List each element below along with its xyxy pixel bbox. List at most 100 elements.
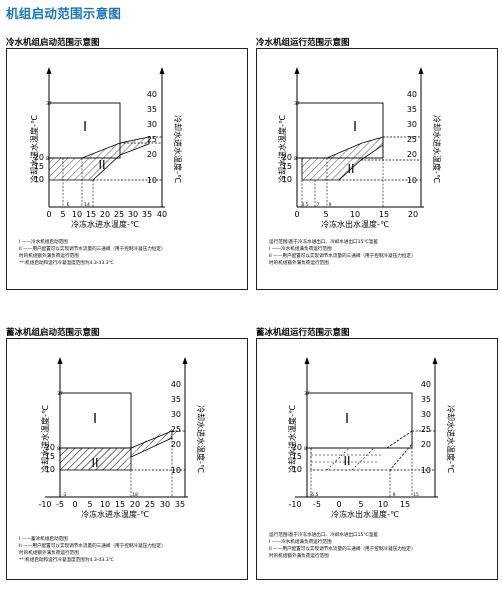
y-right-tick: 25 (147, 135, 157, 144)
diagram-panel: I II 10 15 20 8 37 冷却水进水温度-℃ 10 20 25 30… (256, 338, 498, 580)
x-tick: 5 (358, 500, 363, 509)
y-axis-label: 冷却水进水温度-℃ (277, 115, 287, 183)
y-left-tick: 20 (292, 443, 302, 452)
y-right-tick: 25 (421, 425, 431, 434)
y-right-tick: 30 (421, 410, 431, 419)
y-left-minor: 37 (304, 391, 310, 397)
x-tick: 0 (294, 210, 299, 219)
x-minor: 18 (132, 492, 138, 498)
note-line: 运行范围I基于冷冻水进出口、冷却水进出口15℃温差 (269, 240, 378, 245)
x-tick: 40 (157, 210, 167, 219)
note-line: II ——用户配置可以实现调节水流量的三通阀（用于控制冷凝压力恒定） (19, 247, 166, 252)
y-left-tick: 20 (34, 153, 44, 162)
x-tick: 35 (175, 500, 185, 509)
note-line: II ——用户配置可以实现调节水流量的三通阀（用于控制冷凝压力恒定） (19, 544, 166, 549)
y-right-tick: 20 (171, 440, 181, 449)
x-tick: 35 (142, 210, 152, 219)
y-axis-label: 冷却水进水温度-℃ (287, 405, 297, 473)
y-left-tick: 10 (45, 465, 55, 474)
x-tick: 25 (114, 210, 124, 219)
y-right-tick: 35 (421, 395, 431, 404)
y-left-tick: 10 (34, 175, 44, 184)
y-left-minor: 37 (294, 101, 300, 107)
x-tick: 30 (160, 500, 170, 509)
x-minor: 4.5 (301, 202, 308, 208)
y-axis-label: 冷却水进水温度-℃ (29, 115, 39, 183)
region-II-label: II (343, 454, 350, 468)
region-II-area (48, 136, 150, 181)
x-axis-label: 冷冻水进水温度-℃ (71, 219, 139, 229)
y-right-tick: 30 (171, 410, 181, 419)
diagram-panel: I II 10 15 20 8 37 冷却水进水温度-℃ 10 20 25 30… (256, 48, 498, 290)
x-minor: 15 (413, 492, 419, 498)
y-right-tick: 20 (421, 440, 431, 449)
x-minor: -6.5 (310, 492, 319, 498)
y-left-minor: 8 (57, 446, 60, 452)
x-axis-label: 冷冻水出水温度-℃ (321, 219, 389, 229)
x-tick: 10 (72, 210, 82, 219)
note-line: 运行范围I基于冷冻水进出口、冷却水进出口15℃温差 (269, 533, 378, 538)
x-axis-label: 冷冻水出水温度-℃ (331, 509, 399, 519)
region-I-label: I (345, 412, 349, 427)
note-line: I ——冷水机组满负荷运行范围 (269, 247, 332, 252)
x-tick: -5 (313, 500, 321, 509)
y-right-tick: 40 (407, 90, 417, 99)
note-line: I ——冷水机组满负荷运行范围 (269, 540, 332, 545)
note-line: 时的机组额外满负荷运行范围 (269, 261, 329, 266)
x-tick: -10 (38, 500, 51, 509)
x-tick: 20 (100, 210, 110, 219)
y-left-tick: 20 (282, 153, 292, 162)
y-right-tick: 35 (147, 105, 157, 114)
x-minor: 7 (317, 202, 320, 208)
note-line: 时的机组额外满负荷运行范围 (269, 554, 329, 559)
y-right-tick: 10 (171, 466, 181, 475)
diagram-svg: I II 10 15 20 8 37 冷却水进水温度-℃ 10 20 25 30… (277, 67, 442, 229)
x-tick: 0 (72, 500, 77, 509)
y-left-minor: 8 (304, 446, 307, 452)
diagram-notes: I ——蓄冰机组启动范围 II ——用户配置可以实现调节水流量的三通阀（用于控制… (19, 536, 166, 564)
diagram-notes: 运行范围I基于冷冻水进出口、冷却水进出口15℃温差 I ——冷水机组满负荷运行范… (269, 239, 416, 267)
diagram-notes: 运行范围I基于冷冻水进出口、冷却水进出口15℃温差 I ——冷水机组满负荷运行范… (269, 532, 416, 560)
region-II-label: II (98, 158, 105, 172)
y-right-tick: 40 (147, 90, 157, 99)
y-right-tick: 25 (407, 135, 417, 144)
panel-title: 蓄冰机组运行范围示意图 (256, 328, 350, 338)
x-tick: 15 (379, 210, 389, 219)
region-I-label: I (353, 120, 357, 135)
y-right-tick: 30 (147, 120, 157, 129)
x-tick: 15 (115, 500, 125, 509)
x-tick: 15 (86, 210, 96, 219)
region-I-label: I (93, 412, 97, 427)
x-tick: 25 (145, 500, 155, 509)
diagram-svg: I II 10 15 20 8 37 冷却水进水温度-℃ 10 20 25 30… (29, 67, 183, 229)
y-right-tick: 35 (171, 395, 181, 404)
y-axis-label: 冷却水进水温度-℃ (196, 405, 206, 473)
y-left-tick: 15 (34, 162, 44, 171)
note-line: 时的机组额外满负荷运行范围 (19, 551, 79, 556)
y-left-tick: 15 (282, 162, 292, 171)
x-tick: 10 (100, 500, 110, 509)
x-tick: -10 (288, 500, 301, 509)
note-line: I ——冷水机组启动范围 (19, 240, 68, 245)
x-tick: 20 (408, 210, 418, 219)
x-minor: -3 (62, 492, 67, 498)
region-II-label: II (347, 162, 354, 176)
diagram-panel: I II 10 15 20 8 37 冷却水进水温度-℃ 10 20 25 30… (6, 338, 248, 580)
x-tick: 20 (130, 500, 140, 509)
y-axis-label: 冷却水进水温度-℃ (432, 115, 442, 183)
y-right-tick: 30 (407, 120, 417, 129)
y-right-tick: 20 (407, 150, 417, 159)
region-II-area (301, 136, 384, 181)
y-left-minor: 37 (57, 391, 63, 397)
diagram-panel: I II 10 15 20 8 37 冷却水进水温度-℃ 10 20 25 30… (6, 48, 248, 290)
x-tick: 5 (60, 210, 65, 219)
note-line: **:机组启动和运行冷凝温度范围为4.3-43.3℃ (19, 558, 114, 563)
region-II-area (310, 430, 413, 471)
x-minor: 6 (67, 202, 70, 208)
x-tick: 15 (400, 500, 410, 509)
panel-title: 蓄冰机组启动范围示意图 (6, 328, 100, 338)
y-right-tick: 40 (421, 380, 431, 389)
y-axis-label: 冷却水进水温度-℃ (173, 115, 183, 183)
region-I-label: I (83, 120, 87, 135)
diagram-svg: I II 10 15 20 8 37 冷却水进水温度-℃ 10 20 25 30… (287, 357, 456, 519)
